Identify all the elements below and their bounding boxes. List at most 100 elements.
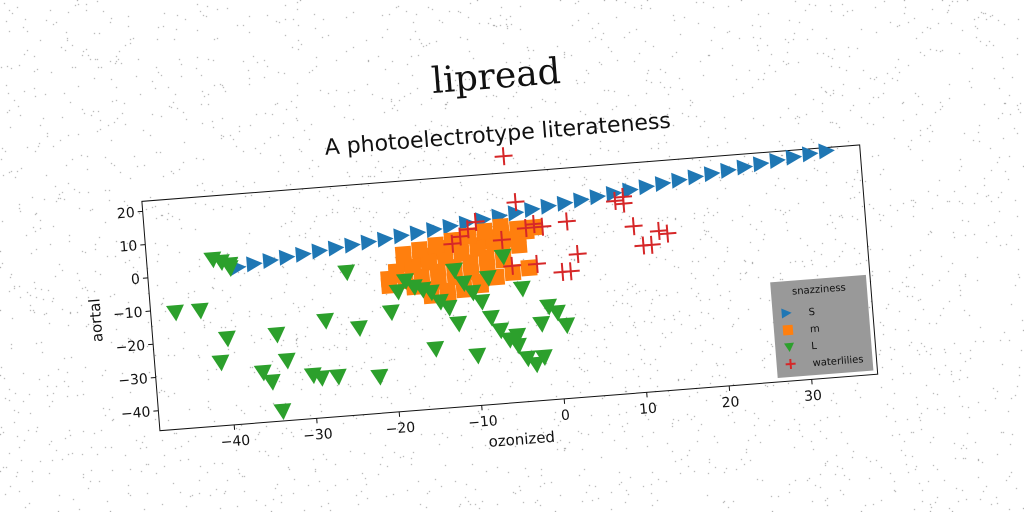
data-marks (165, 143, 835, 420)
legend-marker-l (784, 342, 794, 353)
point-waterlilies (506, 193, 525, 212)
point-l (534, 349, 553, 366)
point-s (295, 246, 312, 263)
x-tick-label: 30 (804, 388, 823, 405)
point-s (246, 256, 263, 273)
legend-label: S (808, 307, 815, 318)
point-waterlilies (568, 244, 587, 264)
point-l (491, 322, 510, 340)
y-tick-label: 10 (119, 238, 138, 255)
point-l (527, 356, 545, 374)
x-axis-label: ozonized (488, 428, 556, 451)
point-m (394, 245, 412, 263)
point-s (540, 198, 558, 215)
point-waterlilies (649, 221, 668, 240)
point-s (311, 243, 329, 260)
point-s (376, 231, 394, 248)
point-l (316, 312, 335, 330)
point-l (349, 320, 368, 338)
y-tick-label: −30 (118, 371, 149, 389)
point-waterlilies (658, 224, 677, 243)
point-waterlilies (561, 262, 580, 281)
point-s (638, 179, 656, 196)
x-tick-label: 20 (721, 394, 740, 411)
point-s (442, 218, 459, 235)
axes-frame (141, 144, 879, 432)
legend-title: snazziness (792, 282, 847, 297)
point-s (524, 202, 541, 219)
legend-box (770, 274, 874, 379)
point-l (539, 298, 558, 316)
point-waterlilies (524, 214, 543, 234)
point-l (220, 260, 239, 277)
y-tick-label: 0 (130, 271, 140, 288)
point-l (277, 352, 296, 370)
point-l (557, 317, 576, 335)
point-m (452, 244, 471, 262)
point-s (703, 166, 721, 183)
point-waterlilies (533, 217, 552, 236)
x-tick-label: −10 (468, 413, 499, 431)
x-tick-label: 10 (639, 401, 658, 418)
point-s (801, 146, 819, 163)
plot-area: A photoelectrotype literateness 20 10 0 −10… (85, 109, 879, 451)
x-tick-label: 0 (560, 407, 570, 424)
point-s (687, 169, 705, 186)
legend-marker-m (782, 324, 794, 336)
point-waterlilies (624, 217, 643, 236)
point-waterlilies (527, 254, 547, 273)
point-l (217, 330, 236, 348)
point-m (420, 253, 438, 271)
point-s (589, 189, 607, 206)
point-l (273, 403, 292, 420)
point-l (370, 368, 389, 386)
x-tick-label: −30 (303, 426, 334, 444)
y-axis-label: aortal (85, 298, 106, 343)
point-l (211, 354, 230, 372)
point-s (262, 253, 280, 270)
legend-marker-s (781, 308, 792, 319)
point-s (327, 240, 345, 257)
point-l (518, 350, 537, 368)
point-l (449, 315, 468, 333)
point-m (427, 236, 445, 254)
point-s (736, 159, 754, 176)
point-m (411, 241, 429, 259)
point-l (337, 264, 356, 282)
point-l (312, 369, 331, 387)
point-s (409, 225, 427, 242)
point-s (769, 153, 786, 169)
point-l (508, 337, 527, 355)
point-waterlilies (516, 218, 535, 238)
point-l (478, 269, 497, 287)
point-s (785, 149, 803, 166)
point-l (454, 275, 473, 293)
point-waterlilies (614, 194, 633, 213)
point-s (426, 222, 443, 239)
point-s (344, 237, 361, 254)
point-m (475, 222, 494, 240)
point-m (436, 249, 454, 267)
point-l (508, 327, 527, 345)
point-l (468, 347, 487, 365)
point-s (556, 195, 574, 212)
point-waterlilies (605, 191, 625, 210)
point-m (520, 259, 538, 277)
point-l (190, 302, 209, 320)
x-tick-label: −20 (385, 420, 416, 438)
x-axis: −40 −30 −20 −10 0 10 20 30 (220, 379, 823, 451)
point-l (165, 304, 184, 322)
y-tick-label: 20 (116, 205, 135, 222)
y-tick-label: −20 (115, 338, 146, 356)
x-tick-label: −40 (220, 433, 251, 451)
point-s (573, 192, 590, 209)
legend-marker-waterlilies (785, 358, 796, 370)
figure-title: lipread (430, 51, 562, 102)
point-l (430, 293, 449, 311)
point-s (654, 176, 672, 193)
point-l (512, 280, 531, 298)
point-waterlilies (492, 230, 511, 249)
point-l (262, 373, 281, 391)
point-s (752, 156, 770, 173)
